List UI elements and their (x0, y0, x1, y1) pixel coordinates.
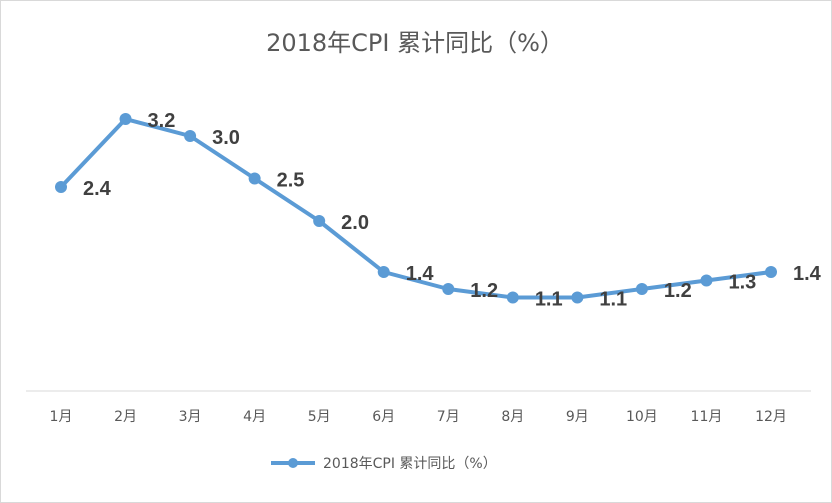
x-axis-ticks: 1月 2月 3月 4月 5月 6月 7月 8月 9月 10月 11月 12月 (50, 409, 787, 425)
data-point (571, 291, 584, 304)
data-label: 1.4 (406, 263, 435, 285)
legend: 2018年CPI 累计同比（%） (271, 456, 497, 472)
data-point (635, 283, 648, 295)
legend-label: 2018年CPI 累计同比（%） (323, 456, 497, 472)
data-label: 3.0 (212, 127, 240, 149)
data-point (119, 113, 132, 125)
data-label: 2.5 (277, 170, 305, 192)
data-point (377, 266, 390, 278)
data-point (700, 274, 713, 287)
data-label: 1.2 (470, 280, 498, 302)
data-label: 1.1 (599, 289, 627, 311)
x-tick-label: 12月 (755, 409, 787, 425)
x-tick-label: 8月 (501, 409, 524, 425)
data-label: 1.2 (664, 280, 692, 302)
x-tick-label: 11月 (691, 409, 723, 425)
data-point (248, 172, 261, 185)
data-point (55, 181, 67, 193)
data-label: 3.2 (148, 110, 176, 132)
data-point (765, 266, 777, 278)
data-point (313, 215, 326, 227)
chart-title: 2018年CPI 累计同比（%） (266, 29, 564, 57)
legend-marker (288, 458, 298, 468)
data-label: 1.1 (535, 289, 563, 311)
data-label: 1.4 (793, 263, 822, 285)
data-label: 2.4 (83, 178, 112, 200)
series-group (55, 113, 777, 304)
data-label: 2.0 (341, 212, 369, 234)
x-tick-label: 9月 (566, 409, 589, 425)
x-tick-label: 4月 (243, 409, 266, 425)
series-line (59, 117, 773, 300)
x-tick-label: 6月 (372, 409, 395, 425)
data-labels: 2.4 3.2 3.0 2.5 2.0 1.4 1.2 1.1 1.1 1.2 1.3 1.4 (83, 110, 822, 311)
x-tick-label: 7月 (437, 409, 460, 425)
data-point (442, 283, 455, 295)
data-point (506, 291, 519, 304)
x-tick-label: 1月 (50, 409, 73, 425)
x-tick-label: 2月 (114, 409, 137, 425)
data-point (184, 130, 197, 142)
x-tick-label: 3月 (179, 409, 202, 425)
x-tick-label: 5月 (308, 409, 331, 425)
x-tick-label: 10月 (626, 409, 658, 425)
data-label: 1.3 (728, 272, 756, 294)
